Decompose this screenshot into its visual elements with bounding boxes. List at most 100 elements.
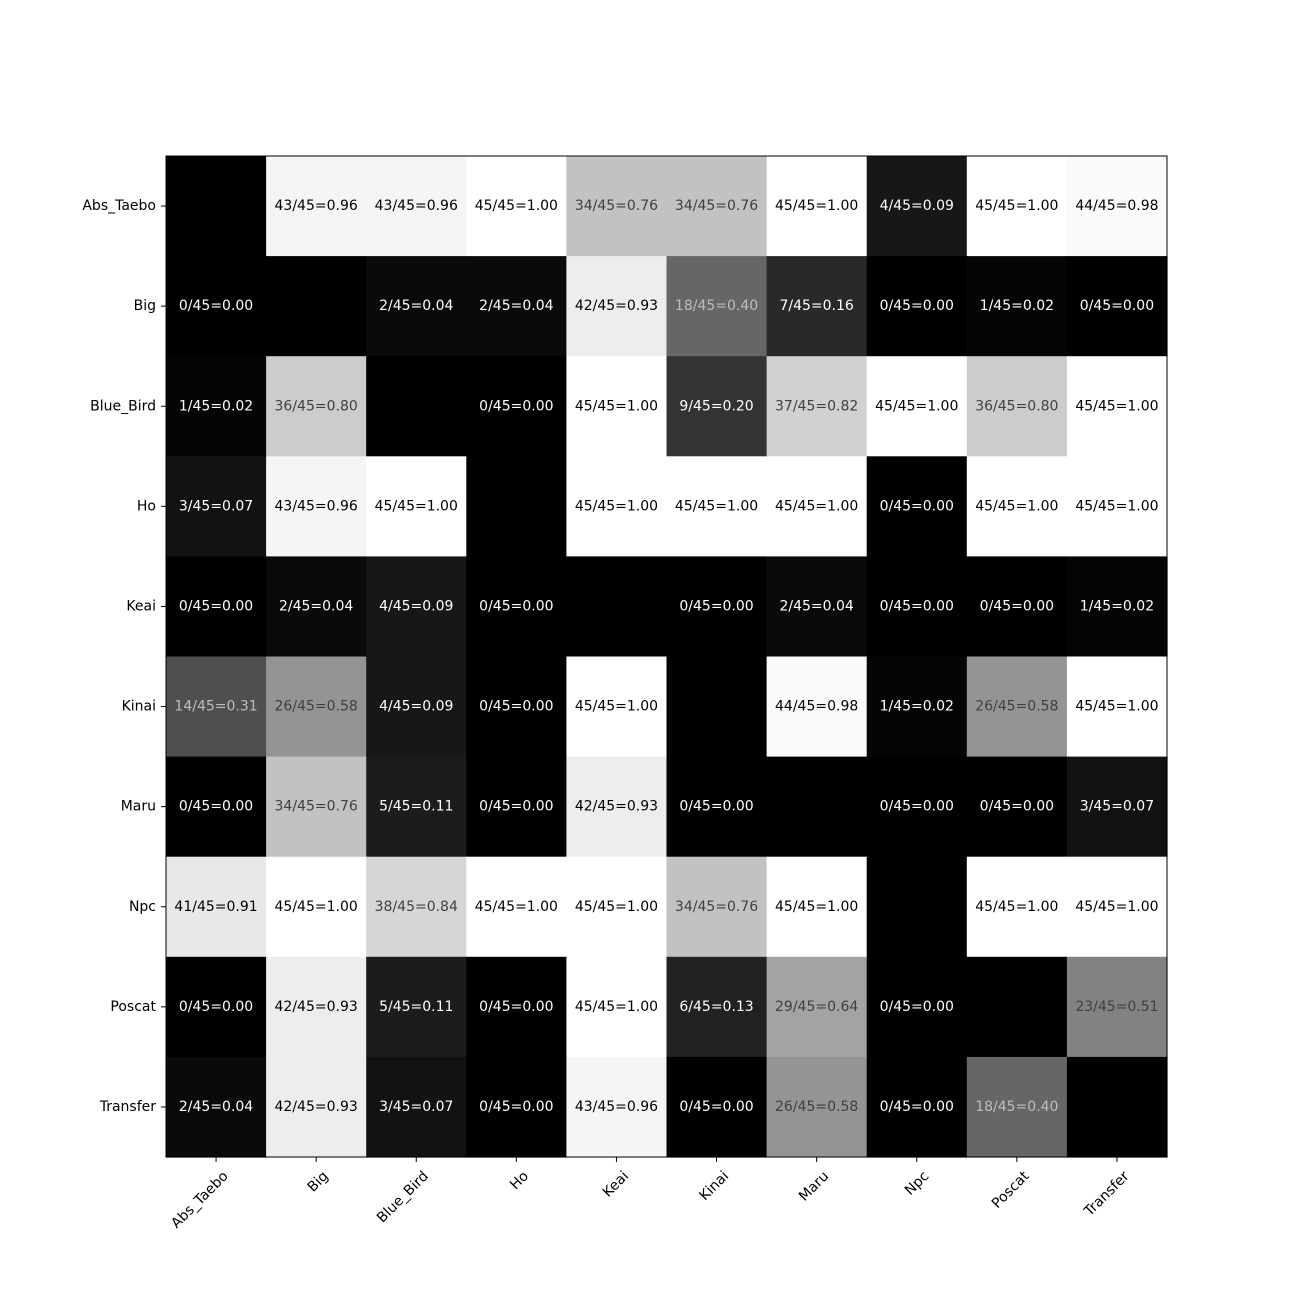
heatmap-cell [466,656,567,758]
heatmap-cell [866,756,968,858]
heatmap-cell [566,1056,668,1158]
cell-label: 0/45=0.00 [179,598,253,614]
cell-label: 6/45=0.13 [679,999,753,1015]
cell-label: 34/45=0.76 [675,198,758,214]
cell-label: 18/45=0.40 [975,1099,1058,1115]
heatmap-cell [166,656,267,758]
cell-label: 1/45=0.02 [980,298,1054,314]
y-tick-label: Transfer [99,1099,157,1115]
heatmap-cell [1066,356,1168,457]
y-tick-label: Npc [129,899,156,915]
cell-label: 0/45=0.00 [679,598,753,614]
cell-label: 0/45=0.00 [880,298,954,314]
heatmap-cell [466,456,567,557]
heatmap-cell [566,456,668,557]
cell-label: 3/45=0.07 [179,498,253,514]
heatmap-cell [866,656,968,758]
cell-label: 36/45=0.80 [975,398,1058,414]
heatmap-cell [366,856,467,958]
cell-label: 45/45=1.00 [575,398,658,414]
cell-label: 45/45=1.00 [775,198,858,214]
heatmap-cell [366,656,467,758]
heatmap-cell [866,156,968,257]
cell-label: 0/45=0.00 [479,598,553,614]
cell-label: 0/45=0.00 [880,1099,954,1115]
cell-label: 0/45=0.00 [179,799,253,815]
cell-label: 0/45=0.00 [679,1099,753,1115]
heatmap-cell [166,356,267,457]
heatmap-cell [466,856,567,958]
cell-label: 42/45=0.93 [575,799,658,815]
heatmap-cell [666,456,768,557]
cell-label: 0/45=0.00 [880,799,954,815]
cell-label: 1/45=0.02 [880,699,954,715]
heatmap-cell [366,156,467,257]
cell-label: 9/45=0.20 [679,398,753,414]
x-tick-label: Keai [600,1168,632,1200]
heatmap-cell [566,856,668,958]
cell-label: 45/45=1.00 [775,899,858,915]
plot-frame [165,155,1168,1158]
cell-label: 26/45=0.58 [275,699,358,715]
cell-label: 45/45=1.00 [675,498,758,514]
heatmap-cell [1066,956,1168,1058]
heatmap-cell [866,256,968,357]
cell-label: 2/45=0.04 [279,598,353,614]
heatmap-cell [966,156,1068,257]
cell-label: 0/45=0.00 [1080,298,1154,314]
heatmap-cell [266,956,367,1058]
cell-label: 43/45=0.96 [375,198,458,214]
heatmap-cell [666,356,768,457]
heatmap-cell [466,556,567,658]
cell-label: 5/45=0.11 [379,999,453,1015]
heatmap-cell [466,156,567,257]
x-tick-label: Abs_Taebo [168,1168,231,1231]
heatmap-cell [666,256,768,357]
cell-label: 0/45=0.00 [479,398,553,414]
cell-label: 45/45=1.00 [1075,699,1158,715]
cell-label: 2/45=0.04 [379,298,453,314]
x-tick-label: Kinai [697,1168,733,1204]
heatmap-cell [566,956,668,1058]
heatmap-cell [466,756,567,858]
cell-label: 44/45=0.98 [775,699,858,715]
heatmap-cell [266,156,367,257]
heatmap-cell [966,756,1068,858]
heatmap-cell [966,356,1068,457]
cell-label: 43/45=0.96 [275,198,358,214]
heatmap-cell [766,756,868,858]
y-tick-label: Kinai [122,699,156,715]
heatmap-cell [666,856,768,958]
cell-label: 42/45=0.93 [275,1099,358,1115]
heatmap-cell [866,356,968,457]
heatmap-cell [266,656,367,758]
heatmap-cell [566,756,668,858]
cell-label: 0/45=0.00 [980,799,1054,815]
cell-label: 4/45=0.09 [880,198,954,214]
heatmap-cell [766,656,868,758]
heatmap-cell [466,956,567,1058]
cell-label: 45/45=1.00 [275,899,358,915]
heatmap-cell [1066,556,1168,658]
heatmap-cell [1066,756,1168,858]
cell-label: 1/45=0.02 [1080,598,1154,614]
cell-label: 42/45=0.93 [575,298,658,314]
cell-label: 45/45=1.00 [1075,498,1158,514]
x-axis: Abs_Taebo Big Blue_Bird Ho Keai Kinai Maru Npc P… [168,1157,1133,1232]
heatmap-cell [166,756,267,858]
cell-label: 7/45=0.16 [779,298,853,314]
heatmap-cell [966,556,1068,658]
heatmap-cell [366,456,467,557]
heatmap-cell [466,256,567,357]
heatmap-cell [566,656,668,758]
heatmap-cell [766,456,868,557]
x-tick-label: Transfer [1081,1168,1133,1220]
cell-label: 45/45=1.00 [475,899,558,915]
cell-label: 14/45=0.31 [174,699,257,715]
cell-label: 0/45=0.00 [980,598,1054,614]
cell-label: 0/45=0.00 [179,999,253,1015]
cell-label: 4/45=0.09 [379,598,453,614]
cell-label: 0/45=0.00 [880,999,954,1015]
cell-label: 0/45=0.00 [179,298,253,314]
